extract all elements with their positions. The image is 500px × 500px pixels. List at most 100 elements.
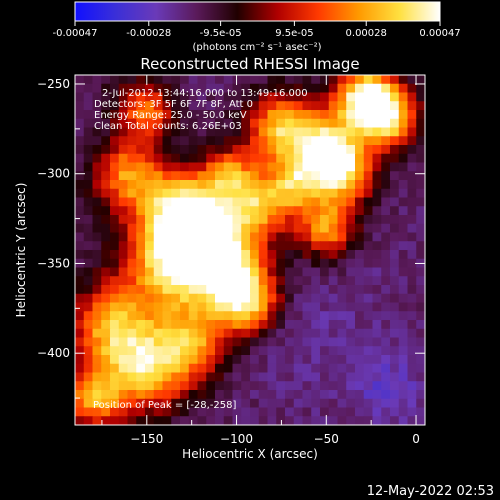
- heatmap-cell: [180, 75, 190, 85]
- heatmap-cell: [390, 171, 400, 181]
- heatmap-cell: [337, 381, 347, 391]
- heatmap-cell: [83, 267, 94, 277]
- heatmap-cell: [83, 206, 94, 216]
- heatmap-cell: [320, 75, 330, 85]
- heatmap-cell: [215, 171, 225, 181]
- heatmap-cell: [250, 311, 260, 321]
- heatmap-cell: [197, 407, 207, 417]
- heatmap-cell: [223, 153, 234, 164]
- heatmap-cell: [75, 398, 85, 409]
- heatmap-cell: [416, 83, 425, 94]
- heatmap-cell: [215, 337, 225, 347]
- heatmap-cell: [153, 92, 164, 102]
- heatmap-cell: [232, 311, 242, 321]
- heatmap-cell: [153, 311, 164, 321]
- heatmap-cell: [355, 118, 365, 129]
- heatmap-cell: [276, 250, 286, 260]
- heatmap-cell: [188, 398, 199, 409]
- heatmap-cell: [206, 162, 216, 172]
- heatmap-cell: [407, 92, 417, 102]
- heatmap-cell: [110, 407, 120, 417]
- heatmap-cell: [197, 153, 207, 164]
- heatmap-cell: [223, 311, 234, 321]
- heatmap-cell: [232, 180, 242, 190]
- heatmap-cell: [416, 180, 425, 190]
- heatmap-cell: [215, 250, 225, 260]
- heatmap-cell: [276, 145, 286, 155]
- heatmap-cell: [188, 285, 199, 295]
- heatmap-cell: [153, 355, 164, 365]
- heatmap-cell: [145, 136, 155, 146]
- heatmap-cell: [390, 293, 400, 304]
- heatmap-cell: [416, 372, 425, 382]
- heatmap-cell: [355, 215, 365, 225]
- heatmap-cell: [206, 258, 216, 269]
- heatmap-cell: [118, 197, 129, 207]
- heatmap-cell: [372, 110, 382, 120]
- heatmap-cell: [355, 110, 365, 120]
- heatmap-cell: [197, 250, 207, 260]
- heatmap-cell: [258, 206, 269, 216]
- heatmap-cell: [127, 381, 137, 391]
- heatmap-cell: [171, 372, 181, 382]
- heatmap-cell: [215, 381, 225, 391]
- heatmap-cell: [407, 162, 417, 172]
- heatmap-cell: [118, 355, 129, 365]
- heatmap-cell: [363, 153, 374, 164]
- heatmap-cell: [285, 372, 295, 382]
- heatmap-cell: [293, 136, 304, 146]
- heatmap-cell: [241, 197, 251, 207]
- heatmap-cell: [258, 302, 269, 312]
- heatmap-cell: [206, 337, 216, 347]
- heatmap-cell: [215, 145, 225, 155]
- heatmap-cell: [337, 398, 347, 409]
- heatmap-cell: [258, 232, 269, 242]
- heatmap-cell: [136, 75, 146, 85]
- heatmap-cell: [390, 110, 400, 120]
- heatmap-cell: [197, 145, 207, 155]
- heatmap-cell: [276, 398, 286, 409]
- heatmap-cell: [258, 311, 269, 321]
- heatmap-cell: [381, 311, 391, 321]
- heatmap-cell: [180, 197, 190, 207]
- heatmap-cell: [302, 127, 312, 137]
- heatmap-cell: [398, 232, 409, 242]
- heatmap-cell: [250, 258, 260, 269]
- heatmap-cell: [302, 372, 312, 382]
- heatmap-cell: [311, 328, 321, 339]
- heatmap-cell: [416, 136, 425, 146]
- heatmap-cell: [276, 92, 286, 102]
- heatmap-cell: [232, 83, 242, 94]
- heatmap-cell: [285, 153, 295, 164]
- heatmap-cell: [337, 355, 347, 365]
- axis-ticks: −150 −100 −50 0−250−300−350−400: [37, 75, 425, 446]
- heatmap-cell: [250, 363, 260, 374]
- heatmap-cell: [381, 328, 391, 339]
- heatmap-cell: [145, 407, 155, 417]
- heatmap-cell: [337, 162, 347, 172]
- heatmap-cell: [171, 337, 181, 347]
- heatmap-cell: [346, 162, 356, 172]
- heatmap-cell: [320, 293, 330, 304]
- heatmap-cell: [241, 250, 251, 260]
- heatmap-cell: [83, 241, 94, 251]
- heatmap-cell: [197, 223, 207, 234]
- heatmap-cell: [171, 398, 181, 409]
- heatmap-cell: [223, 75, 234, 85]
- heatmap-cell: [311, 180, 321, 190]
- heatmap-cell: [372, 232, 382, 242]
- heatmap-cell: [180, 188, 190, 199]
- heatmap-cell: [188, 346, 199, 356]
- heatmap-cell: [372, 398, 382, 409]
- heatmap-cell: [381, 145, 391, 155]
- heatmap-cell: [136, 372, 146, 382]
- heatmap-cell: [398, 267, 409, 277]
- heatmap-cell: [206, 276, 216, 286]
- heatmap-cell: [153, 171, 164, 181]
- heatmap-cell: [118, 302, 129, 312]
- heatmap-cell: [101, 363, 111, 374]
- heatmap-cell: [285, 293, 295, 304]
- heatmap-cell: [101, 197, 111, 207]
- heatmap-cell: [267, 372, 277, 382]
- heatmap-cell: [241, 267, 251, 277]
